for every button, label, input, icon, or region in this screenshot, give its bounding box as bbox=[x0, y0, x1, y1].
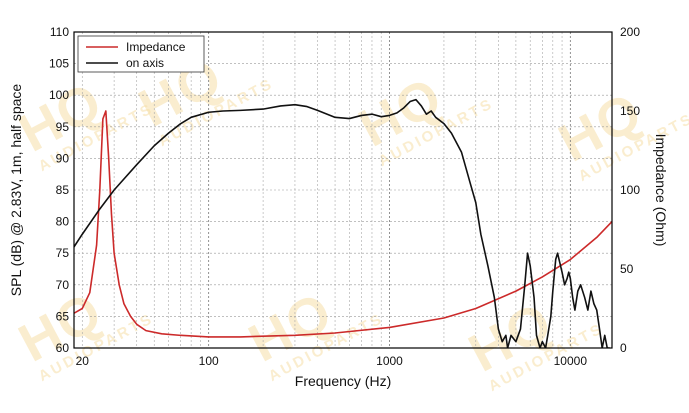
x-tick-label: 20 bbox=[76, 354, 90, 368]
y-tick-label: 95 bbox=[56, 120, 70, 134]
tick-labels: 60 65 70 75 80 85 90 95 100 105 110 0 50 100 150 200 20 1… bbox=[49, 25, 640, 368]
x-tick-label: 10000 bbox=[554, 354, 588, 368]
x-tick-label: 1000 bbox=[376, 354, 403, 368]
series-line-on-axis bbox=[74, 98, 610, 348]
legend-label-on-axis: on axis bbox=[126, 56, 164, 70]
y-tick-label: 110 bbox=[50, 25, 69, 39]
y2-tick-label: 0 bbox=[620, 341, 627, 355]
series-line-impedance bbox=[74, 110, 612, 338]
y2-tick-label: 100 bbox=[620, 183, 640, 197]
series-layer bbox=[74, 98, 612, 348]
y-axis-label: SPL (dB) @ 2.83V, 1m, half space bbox=[8, 84, 24, 297]
plot-frame bbox=[73, 31, 613, 349]
legend-label-impedance: Impedance bbox=[126, 40, 186, 54]
y-tick-label: 65 bbox=[56, 309, 70, 323]
y2-axis-label: Impedance (Ohm) bbox=[653, 134, 669, 247]
y2-tick-label: 200 bbox=[620, 25, 640, 39]
y-tick-label: 90 bbox=[56, 151, 70, 165]
legend: Impedance on axis bbox=[77, 35, 205, 73]
y2-tick-label: 50 bbox=[620, 262, 634, 276]
grid bbox=[74, 32, 612, 348]
y-tick-label: 80 bbox=[56, 215, 70, 229]
x-tick-label: 100 bbox=[199, 354, 219, 368]
x-axis-label: Frequency (Hz) bbox=[295, 373, 391, 389]
y-tick-label: 75 bbox=[56, 246, 70, 260]
y-tick-label: 85 bbox=[56, 183, 70, 197]
y2-tick-label: 150 bbox=[620, 104, 640, 118]
legend-box bbox=[77, 35, 205, 73]
y-tick-label: 100 bbox=[49, 88, 69, 102]
y-tick-label: 60 bbox=[56, 341, 70, 355]
y-tick-label: 70 bbox=[56, 278, 70, 292]
y-tick-label: 105 bbox=[49, 57, 69, 71]
